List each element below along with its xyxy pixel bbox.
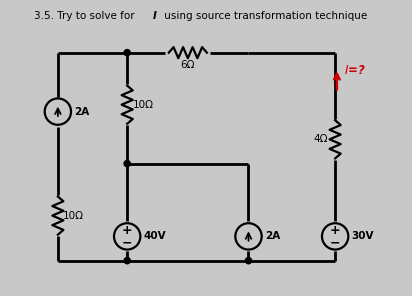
Text: 10Ω: 10Ω — [63, 210, 84, 221]
Circle shape — [124, 160, 130, 167]
Text: 40V: 40V — [144, 231, 166, 241]
Text: −: − — [330, 236, 340, 249]
Text: using source transformation technique: using source transformation technique — [161, 11, 367, 21]
Text: 2A: 2A — [75, 107, 90, 117]
Text: 2A: 2A — [265, 231, 281, 241]
Text: 3.5. Try to solve for: 3.5. Try to solve for — [34, 11, 138, 21]
Circle shape — [124, 49, 130, 56]
Circle shape — [124, 258, 130, 264]
Text: I: I — [152, 11, 157, 21]
Circle shape — [246, 258, 252, 264]
Text: −: − — [122, 236, 132, 249]
Text: +: + — [330, 224, 340, 237]
Text: 4Ω: 4Ω — [314, 134, 328, 144]
Text: 30V: 30V — [352, 231, 374, 241]
Text: 10Ω: 10Ω — [132, 100, 153, 110]
Text: +: + — [122, 224, 133, 237]
Text: 6Ω: 6Ω — [180, 60, 195, 70]
Text: $I$=?: $I$=? — [344, 64, 365, 76]
